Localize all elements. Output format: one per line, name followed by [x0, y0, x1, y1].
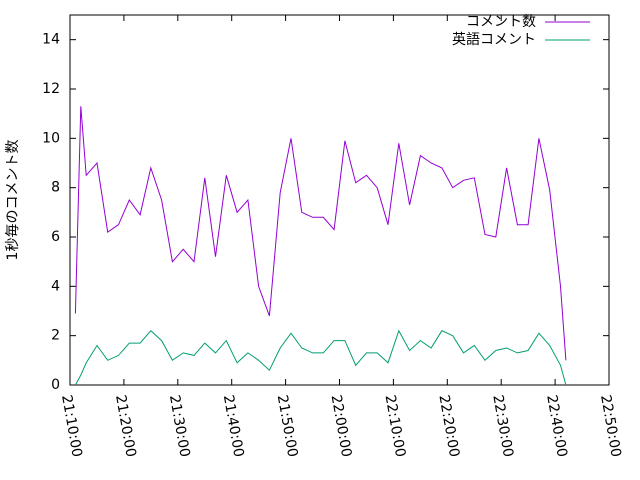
x-tick-label: 21:30:00: [166, 394, 193, 459]
x-tick-label: 22:20:00: [435, 394, 462, 459]
data-line: [74, 329, 567, 386]
x-tick-label: 22:40:00: [543, 394, 570, 459]
plot-border: [69, 14, 610, 386]
x-tick-label: 22:30:00: [489, 394, 516, 459]
x-tick-label: 22:50:00: [597, 394, 624, 459]
y-tick-label: 12: [42, 81, 60, 97]
x-tick-label: 21:40:00: [220, 394, 247, 459]
x-tick-label: 21:50:00: [274, 394, 301, 459]
y-tick-label: 2: [51, 328, 60, 344]
x-tick-label: 21:10:00: [58, 394, 85, 459]
y-tick-label: 8: [51, 180, 60, 196]
y-tick-label: 6: [51, 229, 60, 245]
y-tick-label: 14: [42, 32, 60, 48]
x-tick-label: 21:20:00: [112, 394, 139, 459]
legend-label: コメント数: [466, 14, 536, 30]
y-tick-label: 0: [51, 377, 60, 393]
legend-label: 英語コメント: [452, 31, 536, 48]
y-tick-label: 10: [42, 130, 60, 146]
x-tick-label: 22:10:00: [382, 394, 409, 459]
x-tick-label: 22:00:00: [328, 394, 355, 459]
y-tick-label: 4: [51, 278, 60, 294]
data-line: [74, 106, 567, 361]
y-axis-label: 1秒毎のコメント数: [5, 140, 21, 261]
